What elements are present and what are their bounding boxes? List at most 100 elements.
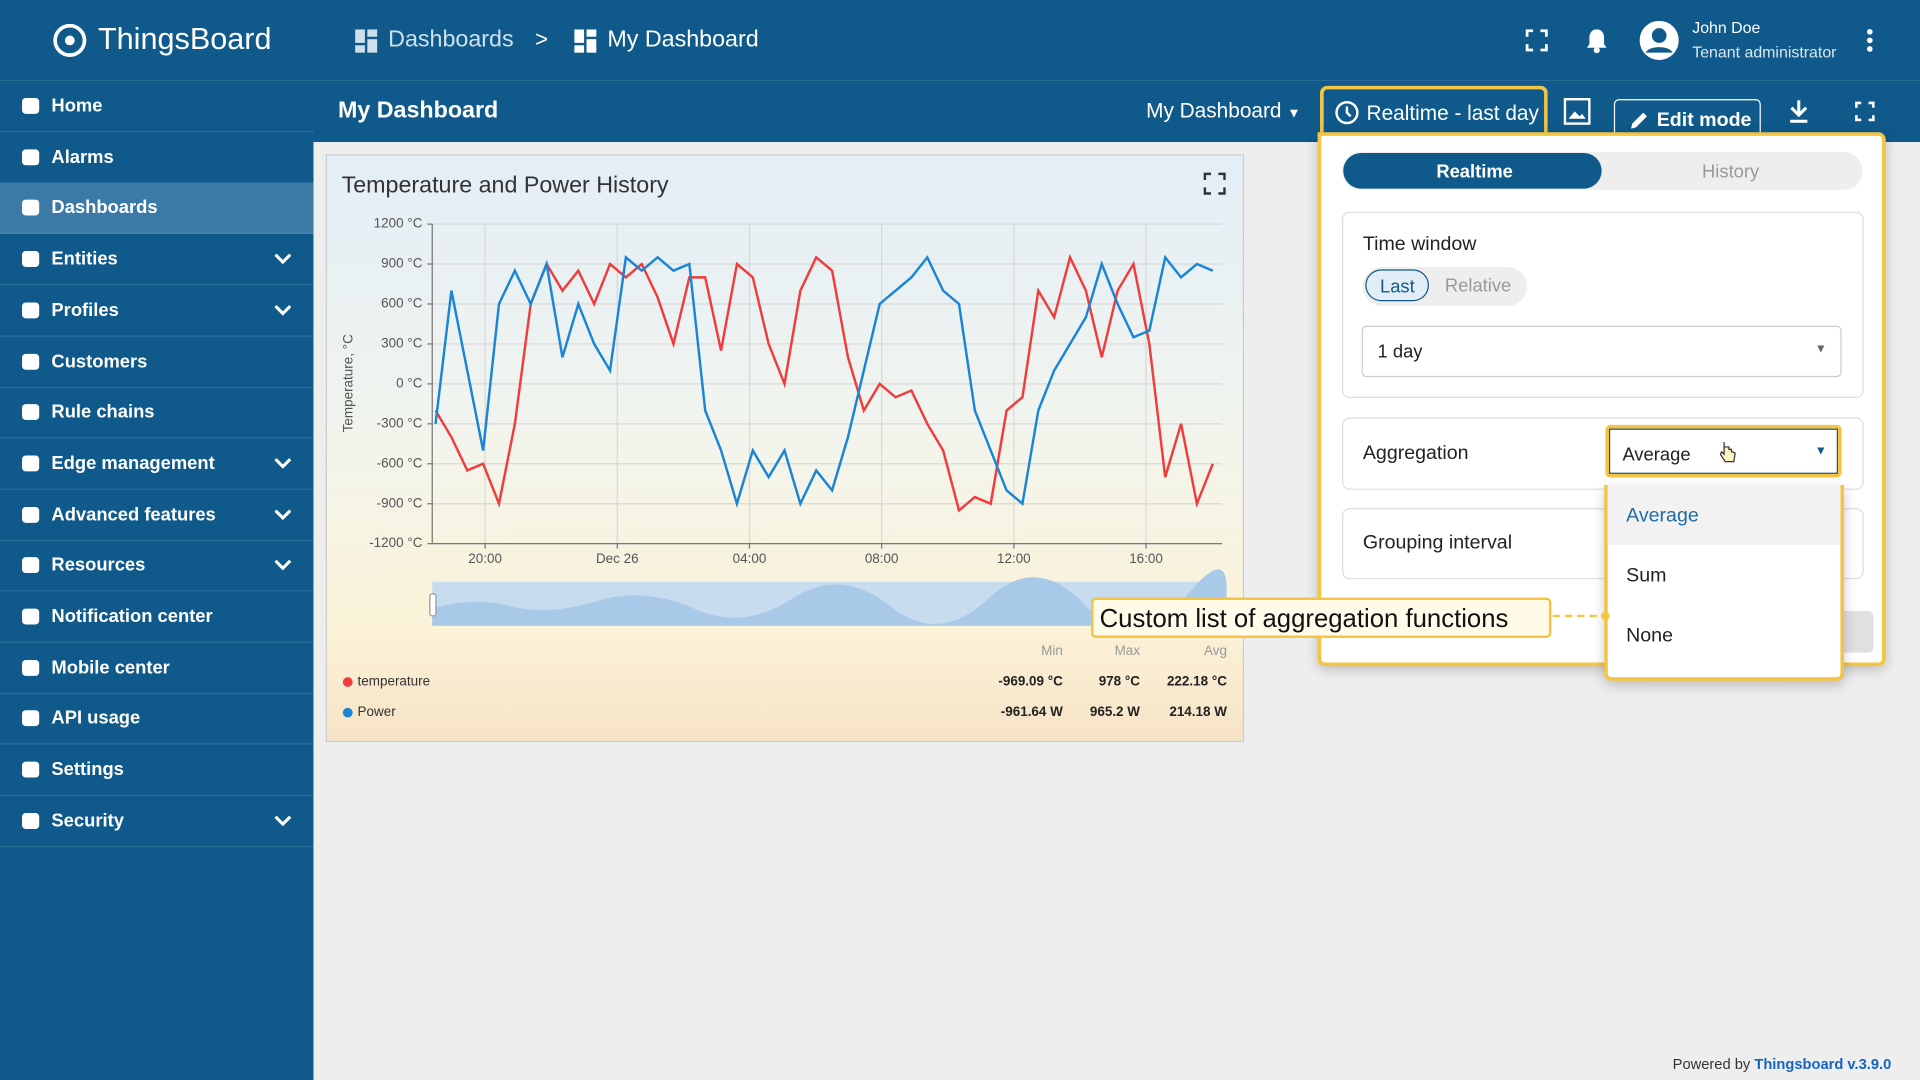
nav-item[interactable]: Dashboards bbox=[0, 182, 314, 235]
nav-label: Resources bbox=[51, 555, 146, 576]
option-label: Average bbox=[1626, 505, 1699, 527]
fullscreen-button[interactable] bbox=[1525, 29, 1548, 52]
sidebar: Home Alarms Dashboards Entities Profiles Cust… bbox=[0, 80, 314, 1080]
nav-item[interactable]: Mobile center bbox=[0, 642, 314, 694]
chart-widget: Temperature and Power History Temperatur… bbox=[325, 154, 1245, 743]
nav-icon bbox=[22, 200, 40, 216]
series-line bbox=[434, 253, 1214, 513]
user-role: Tenant administrator bbox=[1692, 42, 1837, 62]
nav-item[interactable]: Edge management bbox=[0, 438, 314, 490]
legend-value: 978 °C bbox=[1099, 674, 1141, 689]
breadcrumb[interactable]: Dashboards bbox=[388, 26, 514, 53]
nav-chevron bbox=[274, 815, 292, 826]
nav-icon bbox=[22, 353, 40, 370]
legend-header: Min bbox=[1041, 643, 1063, 658]
callout: Custom list of aggregation functions bbox=[1091, 597, 1552, 638]
dashboard-select-text: My Dashboard bbox=[1146, 99, 1282, 123]
nav-item[interactable]: Customers bbox=[0, 336, 314, 388]
nav-item[interactable]: Alarms bbox=[0, 132, 314, 184]
nav-item[interactable]: Settings bbox=[0, 745, 314, 797]
menu-button[interactable] bbox=[1865, 27, 1875, 54]
nav-item[interactable]: Rule chains bbox=[0, 387, 314, 439]
tab-active[interactable] bbox=[1343, 153, 1602, 189]
nav-chevron bbox=[274, 560, 292, 571]
nav-icon bbox=[22, 97, 40, 114]
mode-label: Last bbox=[1380, 276, 1415, 298]
option-label: None bbox=[1626, 625, 1673, 647]
option-label: Sum bbox=[1626, 565, 1667, 587]
callout-connector bbox=[1552, 611, 1610, 621]
interval-value: 1 day bbox=[1377, 341, 1423, 363]
image-button[interactable] bbox=[1563, 97, 1591, 125]
nav-item[interactable]: Resources bbox=[0, 540, 314, 592]
legend-header: Max bbox=[1115, 643, 1141, 658]
avatar[interactable] bbox=[1639, 20, 1679, 61]
mode-active[interactable] bbox=[1365, 269, 1429, 302]
y-tick-label: -1200 °C bbox=[369, 535, 423, 550]
nav-label: Mobile center bbox=[51, 657, 170, 678]
dashboard-title: My Dashboard bbox=[337, 97, 499, 124]
footer: Powered by Thingsboard v.3.9.0 bbox=[1673, 1056, 1892, 1073]
footer-link[interactable]: Thingsboard v.3.9.0 bbox=[1754, 1055, 1892, 1073]
chevron bbox=[274, 560, 292, 571]
dropdown-option[interactable]: None bbox=[1608, 605, 1841, 665]
nav-label: Alarms bbox=[51, 146, 114, 168]
nav-icon bbox=[22, 710, 40, 727]
mode-label[interactable]: Relative bbox=[1444, 275, 1512, 297]
x-tick-label: Dec 26 bbox=[596, 551, 639, 566]
legend-dot bbox=[342, 707, 353, 718]
y-tick-label: 300 °C bbox=[381, 335, 423, 350]
legend-value: 214.18 W bbox=[1169, 704, 1227, 719]
tab-label[interactable]: History bbox=[1702, 161, 1760, 183]
nav-label: Customers bbox=[51, 350, 148, 372]
dashboard-toolbar: My Dashboard My Dashboard ▼ Edit mode bbox=[313, 80, 1920, 143]
y-tick-label: -900 °C bbox=[377, 495, 423, 510]
chevron bbox=[274, 509, 292, 520]
nav-item[interactable]: Advanced features bbox=[0, 489, 314, 541]
navigator-handle[interactable] bbox=[429, 593, 437, 617]
nav-item[interactable]: Entities bbox=[0, 234, 314, 286]
nav-icon bbox=[22, 302, 40, 319]
breadcrumb: My Dashboard bbox=[607, 26, 759, 53]
x-tick-label: 04:00 bbox=[733, 551, 767, 566]
y-axis-title: Temperature, °C bbox=[341, 334, 356, 432]
timewindow-button[interactable]: Realtime - last day bbox=[1320, 85, 1548, 138]
dashboard-select[interactable]: My Dashboard ▼ bbox=[1146, 99, 1301, 123]
aggregation-dropdown: Average Sum None bbox=[1604, 484, 1845, 681]
widget-fullscreen[interactable] bbox=[1203, 172, 1226, 195]
nav-item[interactable]: Security bbox=[0, 796, 314, 848]
x-tick-label: 12:00 bbox=[997, 551, 1031, 566]
nav-icon bbox=[22, 455, 40, 472]
dropdown-option[interactable]: Sum bbox=[1608, 545, 1841, 605]
chevron bbox=[274, 253, 292, 265]
fullscreen-button[interactable] bbox=[1855, 101, 1875, 122]
nav-item[interactable]: Notification center bbox=[0, 591, 314, 643]
legend-value: -969.09 °C bbox=[998, 674, 1063, 689]
nav-icon bbox=[22, 506, 40, 523]
dropdown-option[interactable]: Average bbox=[1607, 484, 1841, 545]
nav-icon bbox=[22, 659, 40, 676]
nav-chevron bbox=[274, 509, 292, 520]
nav-item[interactable]: API usage bbox=[0, 694, 314, 745]
tab-label: Realtime bbox=[1436, 161, 1513, 183]
download-button[interactable] bbox=[1788, 99, 1810, 123]
interval-select[interactable]: 1 day ▼ bbox=[1361, 325, 1842, 378]
nav-chevron bbox=[274, 457, 292, 469]
nav-icon bbox=[22, 404, 40, 421]
aggregation-select[interactable]: Average ▼ bbox=[1605, 424, 1842, 478]
y-tick-label: 900 °C bbox=[381, 256, 423, 271]
x-tick-label: 08:00 bbox=[865, 551, 899, 566]
nav-label: Home bbox=[51, 95, 103, 117]
nav-item[interactable]: Home bbox=[0, 81, 314, 133]
aggregation-value: Average bbox=[1622, 444, 1691, 466]
tab-group: Realtime History bbox=[1342, 151, 1863, 190]
nav-item[interactable]: Profiles bbox=[0, 285, 314, 337]
logo-icon bbox=[53, 23, 87, 57]
clock-icon bbox=[1335, 101, 1359, 125]
user-name: John Doe bbox=[1692, 18, 1761, 37]
nav-icon bbox=[22, 608, 40, 625]
legend-label: temperature bbox=[358, 674, 431, 689]
notifications-button[interactable] bbox=[1584, 27, 1608, 54]
dashboard-icon bbox=[574, 29, 597, 53]
edit-mode-text: Edit mode bbox=[1656, 110, 1752, 132]
